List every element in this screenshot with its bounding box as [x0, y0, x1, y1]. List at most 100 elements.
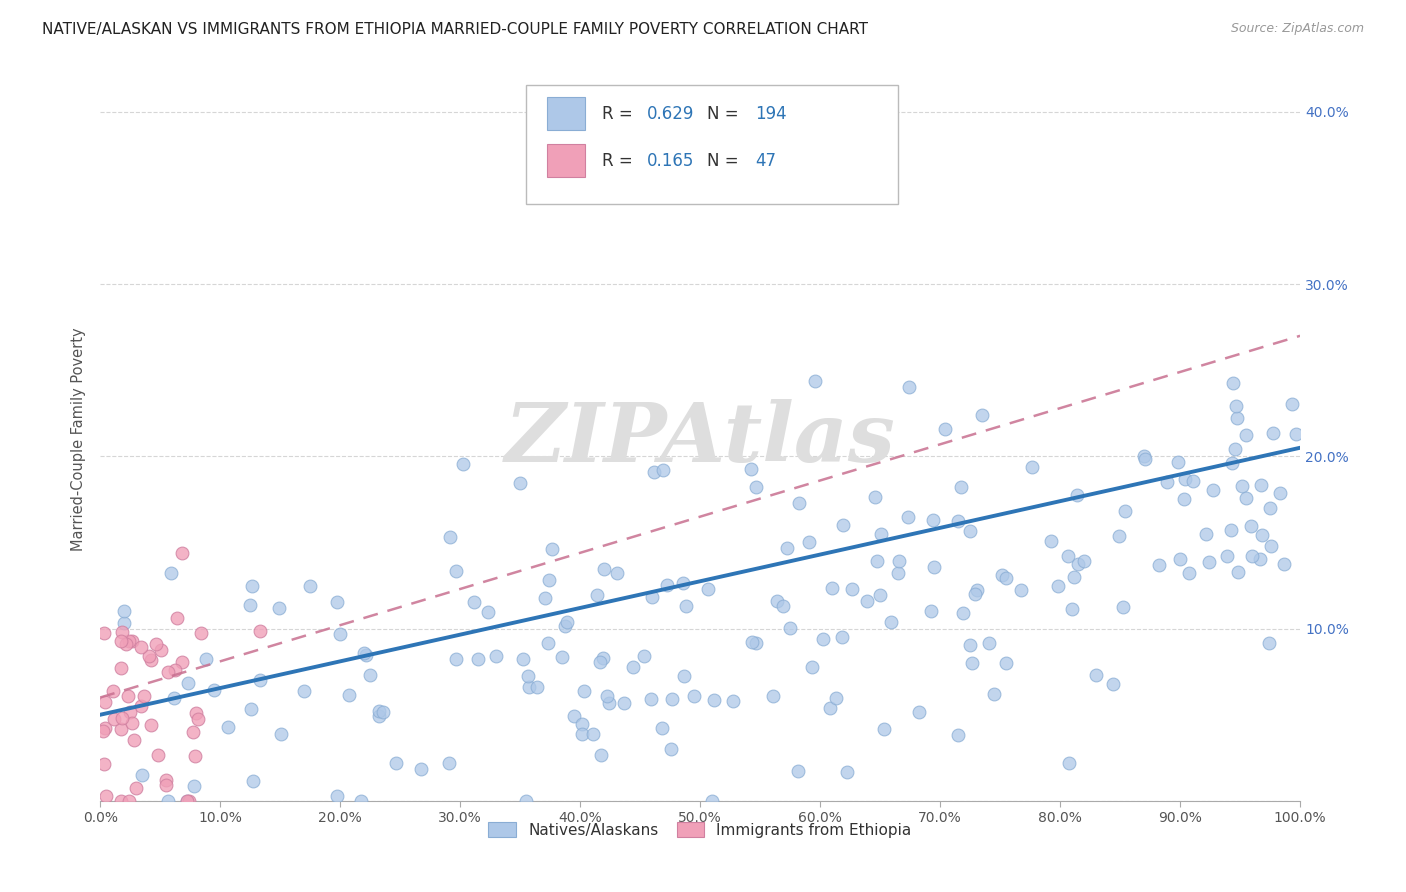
Point: [354, 648, 377, 662]
Point: [1174, 472, 1197, 486]
Point: [825, 691, 848, 706]
Point: [157, 794, 180, 808]
Point: [1258, 500, 1281, 515]
Point: [202, 682, 225, 697]
Point: [1060, 602, 1083, 616]
Point: [110, 723, 132, 737]
Point: [118, 705, 141, 719]
Point: [371, 706, 394, 720]
Point: [831, 631, 853, 645]
Point: [952, 606, 974, 620]
Point: [897, 510, 920, 524]
Text: 47: 47: [755, 152, 776, 169]
Point: [467, 652, 489, 666]
Text: N =: N =: [707, 104, 744, 122]
Point: [1010, 582, 1032, 597]
Point: [741, 634, 763, 648]
Point: [1173, 491, 1195, 506]
Point: [125, 780, 148, 795]
Point: [367, 709, 389, 723]
Point: [325, 789, 347, 803]
Point: [1216, 549, 1239, 563]
Point: [94, 789, 117, 804]
Point: [740, 462, 762, 476]
Point: [172, 655, 194, 669]
Point: [121, 634, 143, 648]
Point: [157, 665, 180, 679]
Point: [869, 588, 891, 602]
Point: [485, 648, 508, 663]
Point: [166, 611, 188, 625]
Point: [1234, 491, 1257, 506]
Point: [299, 579, 322, 593]
Point: [659, 742, 682, 756]
Point: [776, 541, 799, 555]
Point: [818, 701, 841, 715]
Point: [803, 375, 825, 389]
Point: [139, 718, 162, 732]
Point: [592, 651, 614, 665]
Point: [163, 663, 186, 677]
Point: [613, 696, 636, 710]
Point: [292, 684, 315, 698]
Text: R =: R =: [602, 104, 638, 122]
Point: [176, 794, 198, 808]
Point: [841, 582, 863, 597]
Point: [439, 530, 461, 544]
Point: [146, 747, 169, 762]
Point: [131, 768, 153, 782]
Point: [966, 583, 988, 598]
Point: [537, 636, 560, 650]
Point: [920, 604, 942, 618]
Point: [177, 676, 200, 690]
Point: [93, 756, 115, 771]
Point: [683, 689, 706, 703]
Point: [350, 794, 373, 808]
Point: [633, 648, 655, 663]
Point: [959, 524, 981, 538]
Point: [562, 708, 585, 723]
Point: [873, 722, 896, 736]
Point: [866, 554, 889, 568]
Point: [1057, 756, 1080, 771]
Point: [661, 692, 683, 706]
Point: [696, 582, 718, 596]
Point: [1073, 554, 1095, 568]
Point: [353, 646, 375, 660]
Point: [869, 526, 891, 541]
Point: [1156, 475, 1178, 489]
Point: [1219, 523, 1241, 537]
Point: [91, 724, 114, 739]
Point: [512, 651, 534, 665]
Point: [1263, 425, 1285, 440]
Point: [1285, 427, 1308, 442]
Point: [118, 794, 141, 808]
Point: [184, 706, 207, 720]
Point: [721, 694, 744, 708]
Point: [596, 690, 619, 704]
Point: [922, 513, 945, 527]
Point: [134, 689, 156, 703]
Point: [517, 681, 540, 695]
Point: [516, 669, 538, 683]
Point: [1272, 557, 1295, 571]
Point: [103, 712, 125, 726]
Point: [1063, 569, 1085, 583]
Point: [589, 655, 612, 669]
Point: [239, 702, 262, 716]
Point: [141, 653, 163, 667]
Point: [835, 765, 858, 780]
Point: [1225, 399, 1247, 413]
Point: [1066, 488, 1088, 502]
Point: [762, 689, 785, 703]
Point: [1149, 558, 1171, 573]
Point: [444, 564, 467, 578]
Point: [1167, 455, 1189, 469]
Point: [239, 598, 262, 612]
Point: [1260, 539, 1282, 553]
Point: [181, 724, 204, 739]
Point: [176, 794, 198, 808]
Point: [1230, 478, 1253, 492]
Point: [554, 619, 576, 633]
Text: R =: R =: [602, 152, 638, 169]
